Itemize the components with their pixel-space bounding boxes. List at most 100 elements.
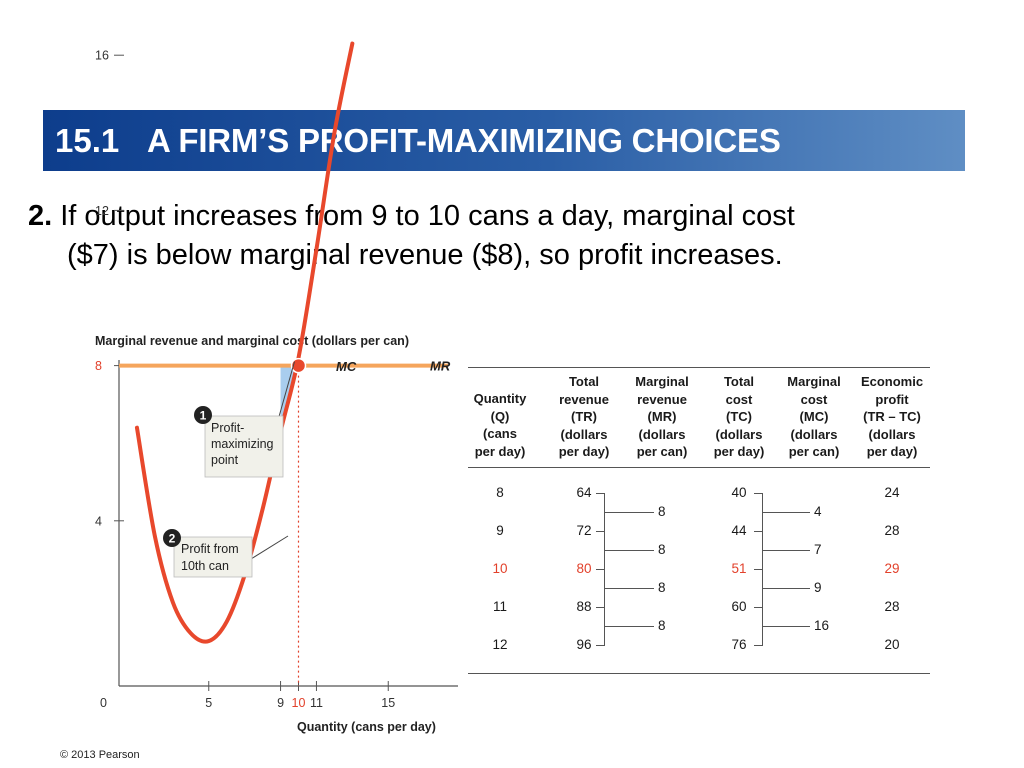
point-line-1: If output increases from 9 to 10 cans a …	[60, 200, 795, 232]
table-rule-2	[468, 673, 930, 674]
table-header-2-line-1: revenue	[637, 391, 687, 407]
table-header-2-line-2: (MR)	[647, 409, 677, 424]
table-header-0: Quantity (Q) (cans per day)	[458, 390, 542, 460]
table-rule-0	[468, 367, 930, 368]
annotation-1-text-0: Profit-	[211, 421, 244, 435]
table-cell-tc-3: 60	[731, 599, 747, 614]
table-cell-q-2: 10	[492, 561, 508, 576]
table-header-4-line-1: cost	[800, 391, 828, 407]
table-cell-mr-3: 8	[658, 618, 666, 633]
table-header-0-line-0: Quantity	[473, 391, 527, 406]
table-header-5-line-2: (TR – TC)	[863, 409, 921, 424]
bracket-tick-tr-1	[596, 531, 605, 532]
x-tick-label-5: 5	[205, 696, 212, 710]
table-cell-tr-1: 72	[576, 523, 592, 538]
x-axis-label: Quantity (cans per day)	[297, 720, 436, 734]
section-number: 15.1	[55, 122, 120, 159]
table-cell-tr-2: 80	[576, 561, 592, 576]
table-cell-tc-0: 40	[731, 485, 747, 500]
data-table: Quantity (Q) (cans per day) Total revenue (TR)…	[468, 367, 930, 674]
table-header-2-line-4: per can)	[636, 444, 688, 459]
annotation-2-leader	[250, 535, 289, 560]
table-header-4-line-2: (MC)	[799, 409, 829, 424]
table-header-3-line-2: (TC)	[726, 409, 752, 424]
table-header-4-line-0: Marginal	[787, 374, 841, 389]
bracket-tick-tc-1	[754, 531, 763, 532]
bracket-tick-tr-3	[596, 607, 605, 608]
connector-mr-3	[604, 626, 654, 627]
table-cell-profit-3: 28	[884, 599, 900, 614]
annotation-1-box	[204, 415, 284, 478]
y-axis-label: Marginal revenue and marginal cost (doll…	[95, 334, 409, 348]
bracket-tick-tr-4	[596, 645, 605, 646]
connector-mc-3	[762, 626, 810, 627]
table-header-2: Marginal revenue (MR) (dollars per can)	[620, 373, 704, 461]
table-header-2-line-3: (dollars	[638, 426, 686, 442]
table-header-2-line-0: Marginal	[635, 374, 689, 389]
bracket-tick-tr-0	[596, 493, 605, 494]
table-cell-tr-4: 96	[576, 637, 592, 652]
connector-mr-1	[604, 550, 654, 551]
y-tick-label-16: 16	[95, 49, 109, 63]
table-header-0-line-2: (cans	[483, 426, 517, 441]
bracket-tick-tc-4	[754, 645, 763, 646]
table-header-1-line-2: (TR)	[571, 409, 597, 424]
table-cell-mc-3: 16	[814, 618, 830, 633]
table-header-3-line-0: Total	[723, 374, 755, 389]
table-rule-1	[468, 467, 930, 468]
table-header-5: Economic profit (TR – TC) (dollars per day)	[850, 373, 934, 461]
table-cell-mr-0: 8	[658, 504, 666, 519]
bullet-point: 2. If output increases from 9 to 10 cans…	[28, 197, 968, 275]
annotation-2-box	[173, 536, 253, 578]
connector-mc-2	[762, 588, 810, 589]
table-header-4: Marginal cost (MC) (dollars per can)	[772, 373, 856, 461]
table-cell-profit-1: 28	[884, 523, 900, 538]
table-cell-mr-1: 8	[658, 542, 666, 557]
bracket-tick-tc-0	[754, 493, 763, 494]
mc-curve-label: MC	[336, 359, 357, 374]
table-header-5-line-3: (dollars	[868, 426, 916, 442]
connector-mr-2	[604, 588, 654, 589]
annotation-2-text-0: Profit from	[181, 542, 239, 556]
table-header-5-line-1: profit	[875, 391, 909, 407]
bracket-vertical-mr	[604, 493, 605, 645]
x-tick-label-10: 10	[292, 696, 306, 710]
table-header-0-line-1: (Q)	[490, 408, 510, 424]
table-cell-mc-0: 4	[814, 504, 822, 519]
mr-line-label: MR	[430, 359, 451, 374]
annotation-2-badge	[163, 529, 181, 547]
bracket-tick-tc-2	[754, 569, 763, 570]
table-cell-profit-2: 29	[884, 561, 900, 576]
table-cell-profit-0: 24	[884, 485, 900, 500]
bracket-tick-tr-2	[596, 569, 605, 570]
table-cell-tr-0: 64	[576, 485, 592, 500]
copyright: © 2013 Pearson	[60, 749, 140, 761]
y-tick-label-8: 8	[95, 359, 102, 373]
table-header-1-line-3: (dollars	[560, 426, 608, 442]
y-tick-label-4: 4	[95, 514, 102, 528]
connector-mc-0	[762, 512, 810, 513]
table-header-1-line-0: Total	[568, 374, 600, 389]
mr-mc-chart: Marginal revenue and marginal cost (doll…	[95, 41, 458, 734]
y-tick-label-12: 12	[95, 204, 109, 218]
table-header-1-line-4: per day)	[558, 444, 610, 459]
annotation-1-number: 1	[200, 409, 207, 423]
table-cell-q-1: 9	[496, 523, 504, 538]
connector-mr-0	[604, 512, 654, 513]
x-tick-label-9: 9	[277, 696, 284, 710]
table-cell-tc-1: 44	[731, 523, 747, 538]
table-header-0-line-3: per day)	[474, 443, 526, 459]
table-cell-mc-2: 9	[814, 580, 822, 595]
annotation-2-text-1: 10th can	[181, 559, 229, 573]
bracket-tick-tc-3	[754, 607, 763, 608]
table-cell-mc-1: 7	[814, 542, 822, 557]
table-cell-q-0: 8	[496, 485, 504, 500]
table-header-3: Total cost (TC) (dollars per day)	[697, 373, 781, 461]
annotation-1-text-2: point	[211, 453, 239, 467]
table-header-5-line-0: Economic	[860, 374, 924, 389]
annotation-1-badge	[194, 406, 212, 424]
x-tick-label-11: 11	[310, 696, 323, 710]
table-cell-tr-3: 88	[576, 599, 592, 614]
profit-maximizing-point	[290, 357, 307, 374]
table-cell-profit-4: 20	[884, 637, 900, 652]
